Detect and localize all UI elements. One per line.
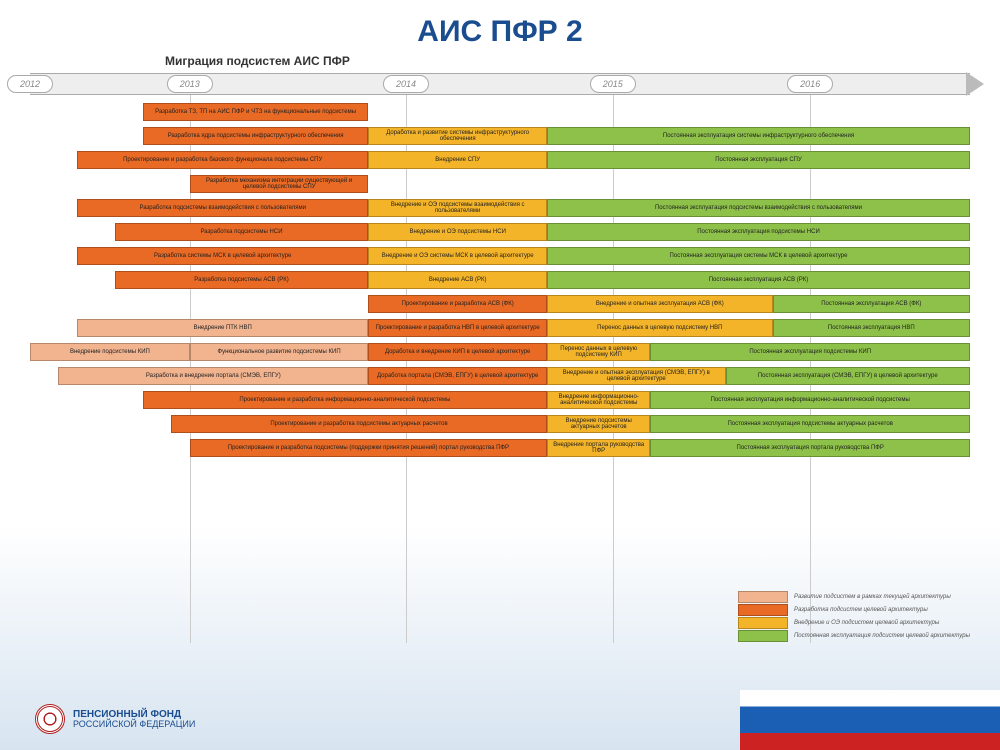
- gantt-bar: Проектирование и разработка НВП в целево…: [368, 319, 547, 337]
- gantt-bar: Внедрение подсистемы КИП: [30, 343, 190, 361]
- legend: Развитие подсистем в рамках текущей архи…: [738, 591, 970, 643]
- gantt-bar: Доработка и развитие системы инфраструкт…: [368, 127, 547, 145]
- gantt-bar: Внедрение АСВ (РК): [368, 271, 547, 289]
- chart-subtitle: Миграция подсистем АИС ПФР: [0, 54, 1000, 68]
- gantt-bar: Постоянная эксплуатация системы инфрастр…: [547, 127, 970, 145]
- legend-label: Внедрение и ОЭ подсистем целевой архитек…: [794, 620, 939, 626]
- gantt-bar: Постоянная эксплуатация АСВ (РК): [547, 271, 970, 289]
- gantt-bar: Разработка подсистемы НСИ: [115, 223, 369, 241]
- pfr-logo-icon: [35, 704, 65, 734]
- legend-item: Внедрение и ОЭ подсистем целевой архитек…: [738, 617, 970, 629]
- legend-swatch: [738, 604, 788, 616]
- gantt-bar: Постоянная эксплуатация портала руководс…: [650, 439, 970, 457]
- gantt-bar: Разработка механизма интеграции существу…: [190, 175, 369, 193]
- gantt-bar: Постоянная эксплуатация информационно-ан…: [650, 391, 970, 409]
- legend-swatch: [738, 591, 788, 603]
- gantt-bar: Внедрение и ОЭ подсистемы НСИ: [368, 223, 547, 241]
- year-marker: 2016: [787, 75, 833, 93]
- page-title: АИС ПФР 2: [0, 0, 1000, 54]
- year-marker: 2015: [590, 75, 636, 93]
- gantt-bar: Разработка подсистемы взаимодействия с п…: [77, 199, 368, 217]
- gantt-bar: Внедрение и опытная эксплуатация (СМЭВ, …: [547, 367, 726, 385]
- flag-decoration: [740, 690, 1000, 750]
- gantt-bar: Постоянная эксплуатация АСВ (ФК): [773, 295, 970, 313]
- legend-item: Разработка подсистем целевой архитектуры: [738, 604, 970, 616]
- gantt-bar: Проектирование и разработка подсистемы а…: [171, 415, 547, 433]
- legend-label: Развитие подсистем в рамках текущей архи…: [794, 594, 951, 600]
- logo-text-2: РОССИЙСКОЙ ФЕДЕРАЦИИ: [73, 720, 195, 730]
- gantt-bar: Проектирование и разработка АСВ (ФК): [368, 295, 547, 313]
- gantt-bar: Постоянная эксплуатация подсистемы взаим…: [547, 199, 970, 217]
- gantt-bar: Внедрение ПТК НВП: [77, 319, 368, 337]
- gantt-bar: Внедрение и опытная эксплуатация АСВ (ФК…: [547, 295, 773, 313]
- legend-label: Разработка подсистем целевой архитектуры: [794, 607, 928, 613]
- gantt-bar: Постоянная эксплуатация подсистемы актуа…: [650, 415, 970, 433]
- gantt-bar: Разработка ядра подсистемы инфраструктур…: [143, 127, 369, 145]
- gantt-bar: Разработка и внедрение портала (СМЭВ, ЕП…: [58, 367, 368, 385]
- gantt-bar: Проектирование и разработка подсистемы (…: [190, 439, 547, 457]
- footer: ПЕНСИОННЫЙ ФОНД РОССИЙСКОЙ ФЕДЕРАЦИИ: [0, 690, 1000, 750]
- year-marker: 2014: [383, 75, 429, 93]
- year-marker: 2012: [7, 75, 53, 93]
- legend-label: Постоянная эксплуатация подсистем целево…: [794, 633, 970, 639]
- gantt-bar: Функциональное развитие подсистемы КИП: [190, 343, 369, 361]
- gantt-bar: Постоянная эксплуатация НВП: [773, 319, 970, 337]
- gantt-bar: Внедрение и ОЭ системы МСК в целевой арх…: [368, 247, 547, 265]
- logo-text-1: ПЕНСИОННЫЙ ФОНД: [73, 709, 195, 720]
- gantt-chart: 20122013201420152016 Разработка ТЗ, ТП н…: [30, 73, 970, 643]
- gantt-bar: Доработка портала (СМЭВ, ЕПГУ) в целевой…: [368, 367, 547, 385]
- year-marker: 2013: [167, 75, 213, 93]
- gantt-bar: Разработка подсистемы АСВ (РК): [115, 271, 369, 289]
- legend-swatch: [738, 630, 788, 642]
- gantt-bar: Разработка системы МСК в целевой архитек…: [77, 247, 368, 265]
- gantt-bar: Перенос данных в целевую подсистему КИП: [547, 343, 650, 361]
- gantt-bar: Внедрение СПУ: [368, 151, 547, 169]
- gantt-bar: Доработка и внедрение КИП в целевой архи…: [368, 343, 547, 361]
- legend-swatch: [738, 617, 788, 629]
- gantt-bar: Внедрение и ОЭ подсистемы взаимодействия…: [368, 199, 547, 217]
- gantt-bar: Постоянная эксплуатация системы МСК в це…: [547, 247, 970, 265]
- gantt-bar: Постоянная эксплуатация СПУ: [547, 151, 970, 169]
- gantt-bar: Внедрение подсистемы актуарных расчетов: [547, 415, 650, 433]
- gantt-bar: Постоянная эксплуатация подсистемы НСИ: [547, 223, 970, 241]
- gantt-bar: Внедрение портала руководства ПФР: [547, 439, 650, 457]
- gantt-bar: Постоянная эксплуатация подсистемы КИП: [650, 343, 970, 361]
- gantt-bar: Внедрение информационно-аналитической по…: [547, 391, 650, 409]
- legend-item: Постоянная эксплуатация подсистем целево…: [738, 630, 970, 642]
- gantt-bar: Проектирование и разработка базового фун…: [77, 151, 368, 169]
- logo: ПЕНСИОННЫЙ ФОНД РОССИЙСКОЙ ФЕДЕРАЦИИ: [35, 704, 195, 734]
- gantt-bar: Проектирование и разработка информационн…: [143, 391, 547, 409]
- legend-item: Развитие подсистем в рамках текущей архи…: [738, 591, 970, 603]
- gantt-bar: Разработка ТЗ, ТП на АИС ПФР и ЧТЗ на фу…: [143, 103, 369, 121]
- gantt-bar: Перенос данных в целевую подсистему НВП: [547, 319, 773, 337]
- gantt-bar: Постоянная эксплуатация (СМЭВ, ЕПГУ) в ц…: [726, 367, 970, 385]
